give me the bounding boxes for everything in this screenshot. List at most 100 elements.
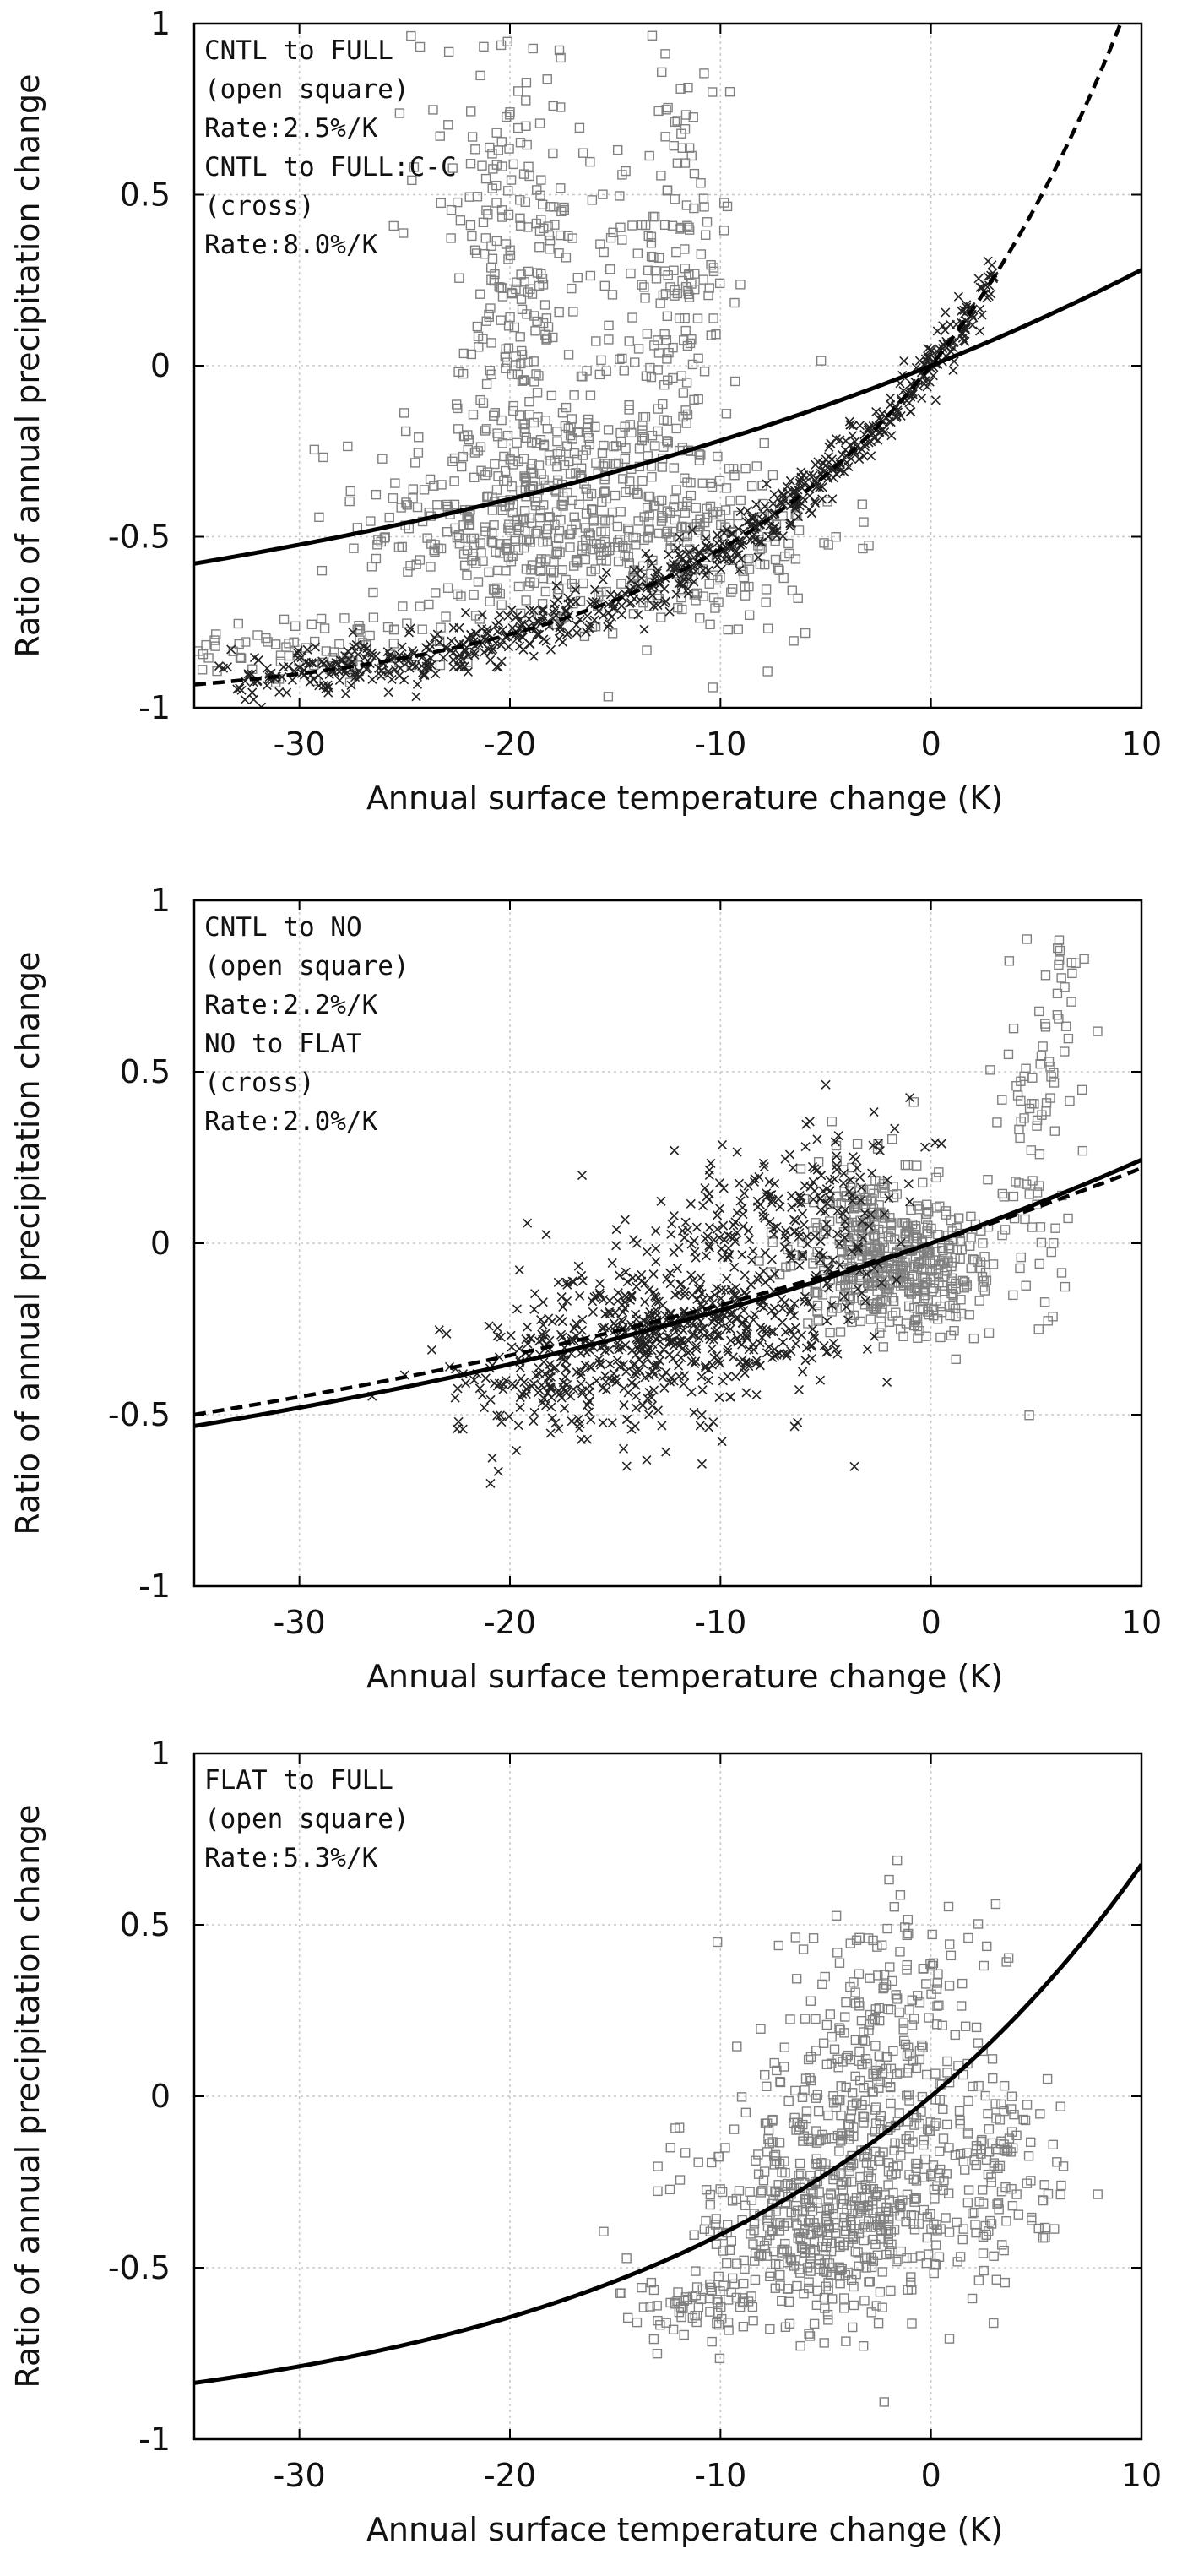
scatter-point-cross — [729, 1220, 739, 1231]
scatter-point-cross — [671, 569, 681, 579]
scatter-point-cross — [657, 1421, 667, 1431]
scatter-point-square — [352, 624, 362, 634]
scatter-point-square — [817, 1979, 827, 1990]
scatter-point-cross — [529, 1407, 539, 1417]
scatter-point-square — [765, 2271, 775, 2282]
scatter-point-square — [1055, 945, 1065, 956]
scatter-point-square — [620, 421, 630, 432]
scatter-point-square — [473, 446, 483, 456]
scatter-point-cross — [728, 1352, 738, 1362]
scatter-point-cross — [800, 1356, 811, 1366]
scatter-point-cross — [821, 1079, 831, 1090]
scatter-point-square — [792, 2280, 802, 2291]
scatter-point-square — [647, 430, 658, 441]
scatter-point-square — [848, 2322, 858, 2333]
scatter-point-square — [553, 533, 564, 544]
scatter-point-square — [864, 2166, 874, 2177]
scatter-point-square — [721, 483, 732, 493]
scatter-point-square — [470, 144, 480, 155]
scatter-point-square — [581, 445, 591, 455]
scatter-point-cross — [879, 1209, 890, 1220]
scatter-point-square — [428, 105, 438, 115]
scatter-point-square — [870, 2041, 881, 2051]
scatter-point-cross — [738, 1209, 748, 1220]
scatter-point-square — [872, 1286, 882, 1296]
scatter-point-square — [990, 2099, 1000, 2109]
scatter-point-cross — [679, 1378, 689, 1389]
scatter-point-cross — [941, 307, 951, 318]
scatter-point-square — [977, 2134, 987, 2145]
scatter-point-square — [398, 601, 408, 611]
scatter-point-square — [581, 484, 591, 494]
scatter-point-square — [931, 1247, 942, 1257]
scatter-point-square — [574, 122, 585, 133]
scatter-point-cross — [806, 508, 816, 519]
scatter-point-cross — [588, 1307, 598, 1317]
scatter-point-square — [825, 1327, 835, 1338]
scatter-point-cross — [572, 620, 582, 630]
scatter-point-square — [836, 2194, 846, 2204]
fit-curve-dashed — [194, 24, 1123, 687]
scatter-point-square — [1093, 2189, 1103, 2199]
scatter-point-cross — [938, 340, 948, 350]
scatter-point-cross — [571, 584, 581, 595]
scatter-point-square — [572, 554, 582, 565]
scatter-point-square — [715, 509, 726, 520]
scatter-point-cross — [621, 1367, 632, 1377]
scatter-point-cross — [758, 1302, 768, 1312]
scatter-point-cross — [753, 552, 763, 562]
scatter-point-square — [532, 185, 542, 195]
scatter-point-square — [846, 2160, 856, 2171]
scatter-point-square — [889, 1269, 899, 1280]
scatter-point-cross — [232, 684, 242, 694]
scatter-point-square — [974, 1296, 984, 1306]
scatter-point-square — [1000, 1225, 1011, 1235]
scatter-point-square — [892, 2069, 903, 2079]
scatter-point-square — [821, 1255, 832, 1266]
scatter-point-square — [897, 1261, 908, 1272]
scatter-point-cross — [296, 652, 306, 663]
scatter-point-square — [964, 1310, 974, 1320]
scatter-point-square — [744, 564, 755, 574]
scatter-point-square — [715, 2184, 725, 2194]
scatter-point-cross — [714, 1312, 725, 1323]
scatter-point-square — [522, 309, 532, 319]
scatter-point-square — [906, 2277, 916, 2288]
scatter-point-cross — [675, 532, 685, 542]
scatter-point-square — [743, 2296, 754, 2307]
scatter-point-square — [513, 456, 523, 467]
scatter-point-square — [926, 1223, 936, 1234]
scatter-point-square — [900, 1922, 910, 1932]
scatter-point-square — [645, 2302, 655, 2312]
scatter-point-square — [924, 1207, 934, 1217]
scatter-point-square — [1022, 934, 1033, 944]
scatter-point-square — [962, 1281, 972, 1291]
scatter-point-square — [845, 1186, 856, 1197]
scatter-point-square — [762, 2236, 772, 2246]
scatter-point-square — [769, 2057, 779, 2068]
scatter-point-cross — [850, 437, 860, 447]
scatter-point-square — [821, 2215, 832, 2225]
scatter-point-square — [562, 441, 572, 451]
scatter-point-square — [773, 1940, 784, 1951]
scatter-point-square — [754, 2251, 764, 2262]
scatter-point-square — [693, 394, 703, 405]
scatter-point-cross — [853, 1242, 864, 1252]
scatter-point-square — [588, 504, 599, 515]
scatter-point-square — [633, 344, 644, 354]
scatter-point-square — [712, 2295, 722, 2305]
scatter-point-square — [883, 2237, 893, 2247]
scatter-point-square — [684, 292, 695, 302]
scatter-point-cross — [708, 1317, 718, 1328]
scatter-point-square — [380, 532, 390, 542]
scatter-point-square — [410, 458, 420, 468]
scatter-point-square — [795, 2168, 806, 2179]
scatter-point-square — [447, 163, 458, 173]
scatter-point-square — [897, 1218, 908, 1228]
scatter-point-square — [942, 2056, 952, 2067]
scatter-point-cross — [789, 1421, 800, 1432]
scatter-point-square — [660, 266, 670, 276]
scatter-point-cross — [832, 1349, 843, 1359]
scatter-point-square — [820, 1971, 830, 1982]
scatter-point-square — [377, 454, 388, 464]
